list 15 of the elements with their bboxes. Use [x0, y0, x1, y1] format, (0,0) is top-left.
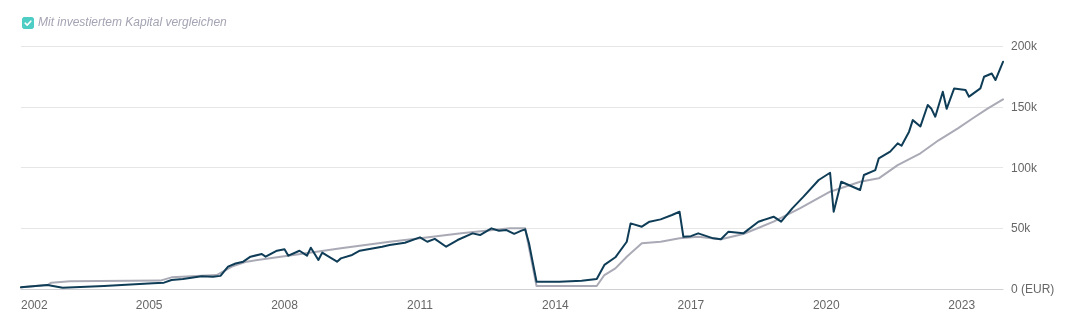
x-tick-label: 2011 — [407, 298, 434, 312]
x-tick-label: 2005 — [135, 298, 163, 312]
y-tick-label: 0 (EUR) — [1011, 282, 1055, 296]
x-tick-label: 2020 — [812, 298, 840, 312]
y-tick-label: 150k — [1011, 99, 1039, 114]
x-tick-label: 2023 — [948, 298, 976, 312]
x-tick-label: 2008 — [271, 298, 299, 312]
x-tick-label: 2017 — [677, 298, 705, 312]
line-series — [20, 60, 1004, 289]
x-tick-label: 2002 — [21, 298, 49, 312]
x-tick-label: 2014 — [542, 298, 570, 312]
y-tick-label: 200k — [1011, 39, 1039, 53]
y-tick-label: 50k — [1011, 221, 1032, 236]
y-tick-label: 100k — [1011, 160, 1039, 175]
text: Mit investiertem Kapital vergleichen — [38, 15, 227, 29]
